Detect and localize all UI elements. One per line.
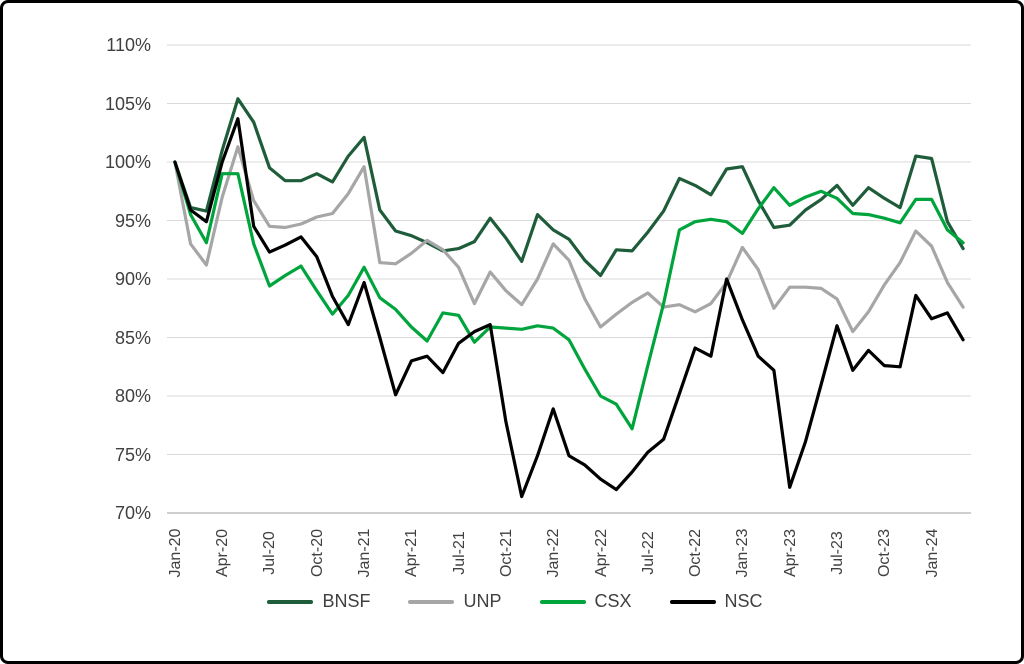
legend-label-unp: UNP [463,591,502,611]
x-tick-label-jan-23: Jan-23 [734,528,752,578]
series-line-bnsf [173,97,965,278]
x-tick-label-apr-23: Apr-23 [781,528,799,578]
series-line-csx [173,160,965,431]
y-tick-label-85: 85% [114,327,151,348]
x-tick-label-jan-21: Jan-21 [356,528,374,578]
x-tick-label-oct-20: Oct-20 [308,528,326,578]
x-tick-label-jan-20: Jan-20 [166,528,184,578]
legend-label-csx: CSX [594,591,632,611]
x-tick-label-oct-22: Oct-22 [687,528,705,578]
legend-item-bnsf: BNSF [267,591,370,612]
y-tick-label-110: 110% [106,35,151,55]
y-tick-label-95: 95% [114,210,151,231]
legend-label-bnsf: BNSF [322,591,371,611]
x-tick-label-jan-22: Jan-22 [545,528,563,578]
legend-item-csx: CSX [539,591,632,612]
y-tick-label-70: 70% [114,503,151,523]
legend-swatch-csx [539,599,586,604]
y-tick-label-80: 80% [114,386,151,406]
gridlines [167,44,971,514]
series-line-nsc [173,117,965,499]
y-tick-label-75: 75% [114,444,151,465]
x-tick-label-apr-20: Apr-20 [214,528,232,578]
legend-swatch-bnsf [267,599,314,604]
x-tick-label-oct-21: Oct-21 [497,528,515,578]
x-tick-label-apr-21: Apr-21 [403,528,421,578]
series-line-unp [173,145,965,334]
x-tick-label-jul-23: Jul-23 [829,531,846,575]
chart-plot-area [167,44,971,514]
series-lines [173,97,965,499]
x-tick-label-oct-23: Oct-23 [876,528,894,578]
x-tick-label-apr-22: Apr-22 [592,528,610,578]
legend-item-unp: UNP [408,591,502,612]
legend-swatch-unp [408,599,455,604]
chart-legend: BNSF UNP CSX NSC [3,591,1021,612]
y-tick-label-105: 105% [104,93,151,114]
x-tick-label-jul-22: Jul-22 [639,531,657,575]
x-tick-label-jul-20: Jul-20 [261,531,279,575]
legend-item-nsc: NSC [669,591,763,612]
x-tick-label-jul-21: Jul-21 [450,531,468,575]
legend-label-nsc: NSC [724,591,763,611]
legend-swatch-nsc [669,599,716,604]
y-tick-label-100: 100% [104,152,151,172]
y-tick-label-90: 90% [114,269,151,289]
x-tick-label-jan-24: Jan-24 [923,528,941,578]
